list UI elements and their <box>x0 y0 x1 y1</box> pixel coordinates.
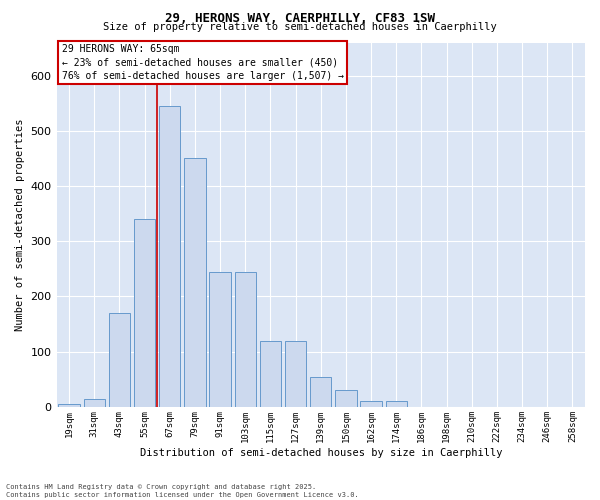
Bar <box>361 402 382 407</box>
Bar <box>83 398 105 407</box>
Text: 29 HERONS WAY: 65sqm
← 23% of semi-detached houses are smaller (450)
76% of semi: 29 HERONS WAY: 65sqm ← 23% of semi-detac… <box>62 44 344 80</box>
Text: 29, HERONS WAY, CAERPHILLY, CF83 1SW: 29, HERONS WAY, CAERPHILLY, CF83 1SW <box>165 12 435 26</box>
Bar <box>159 106 181 407</box>
Text: Size of property relative to semi-detached houses in Caerphilly: Size of property relative to semi-detach… <box>103 22 497 32</box>
Bar <box>310 376 331 407</box>
Bar <box>260 340 281 407</box>
Bar <box>109 313 130 407</box>
Bar <box>134 219 155 407</box>
Y-axis label: Number of semi-detached properties: Number of semi-detached properties <box>15 118 25 331</box>
Bar <box>58 404 80 407</box>
Bar <box>285 340 307 407</box>
Bar <box>335 390 356 407</box>
X-axis label: Distribution of semi-detached houses by size in Caerphilly: Distribution of semi-detached houses by … <box>140 448 502 458</box>
Bar <box>184 158 206 407</box>
Bar <box>209 272 231 407</box>
Text: Contains HM Land Registry data © Crown copyright and database right 2025.
Contai: Contains HM Land Registry data © Crown c… <box>6 484 359 498</box>
Bar <box>235 272 256 407</box>
Bar <box>386 402 407 407</box>
